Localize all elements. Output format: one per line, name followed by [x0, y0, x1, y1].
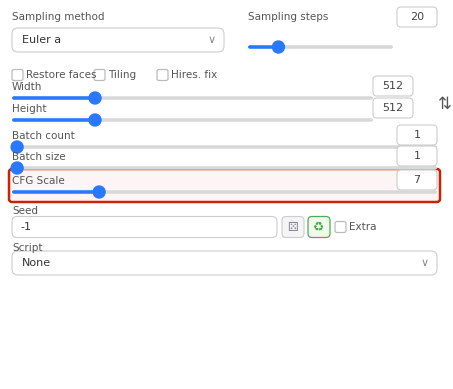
FancyBboxPatch shape	[397, 170, 437, 190]
Text: Batch count: Batch count	[12, 131, 75, 141]
Text: Sampling steps: Sampling steps	[248, 12, 328, 22]
FancyBboxPatch shape	[12, 166, 17, 170]
FancyBboxPatch shape	[12, 190, 99, 194]
FancyBboxPatch shape	[12, 118, 95, 122]
Text: 512: 512	[382, 103, 404, 113]
FancyBboxPatch shape	[12, 118, 373, 122]
FancyBboxPatch shape	[94, 70, 105, 81]
Text: -1: -1	[20, 222, 31, 232]
FancyBboxPatch shape	[157, 70, 168, 81]
FancyBboxPatch shape	[397, 125, 437, 145]
FancyBboxPatch shape	[12, 70, 23, 81]
FancyBboxPatch shape	[282, 217, 304, 238]
FancyBboxPatch shape	[308, 217, 330, 238]
FancyBboxPatch shape	[12, 28, 224, 52]
Circle shape	[272, 41, 284, 53]
Text: Hires. fix: Hires. fix	[171, 70, 217, 80]
Text: Batch size: Batch size	[12, 152, 66, 162]
Text: Height: Height	[12, 104, 47, 114]
FancyBboxPatch shape	[12, 217, 277, 238]
Circle shape	[93, 186, 105, 198]
Text: ⇅: ⇅	[438, 95, 452, 112]
Text: ∨: ∨	[208, 35, 216, 45]
FancyBboxPatch shape	[9, 169, 440, 202]
Circle shape	[11, 162, 23, 174]
FancyBboxPatch shape	[373, 98, 413, 118]
Text: Extra: Extra	[349, 222, 376, 232]
FancyBboxPatch shape	[12, 145, 17, 149]
FancyBboxPatch shape	[12, 145, 437, 149]
Text: 20: 20	[410, 12, 424, 22]
FancyBboxPatch shape	[12, 251, 437, 275]
Circle shape	[89, 114, 101, 126]
FancyBboxPatch shape	[12, 96, 95, 100]
Circle shape	[89, 92, 101, 104]
Text: 1: 1	[414, 130, 420, 140]
FancyBboxPatch shape	[373, 76, 413, 96]
Text: 7: 7	[414, 175, 420, 185]
Text: Restore faces: Restore faces	[26, 70, 96, 80]
Text: CFG Scale: CFG Scale	[12, 176, 65, 186]
Circle shape	[11, 141, 23, 153]
FancyBboxPatch shape	[12, 166, 437, 170]
FancyBboxPatch shape	[248, 45, 393, 49]
Text: 512: 512	[382, 81, 404, 91]
Text: Tiling: Tiling	[108, 70, 136, 80]
Text: Seed: Seed	[12, 206, 38, 216]
Text: None: None	[22, 258, 51, 268]
Text: Sampling method: Sampling method	[12, 12, 105, 22]
Text: Width: Width	[12, 82, 43, 92]
FancyBboxPatch shape	[12, 96, 373, 100]
Text: ♻: ♻	[313, 221, 325, 233]
FancyBboxPatch shape	[248, 45, 279, 49]
FancyBboxPatch shape	[397, 7, 437, 27]
Text: ⚄: ⚄	[288, 221, 299, 233]
FancyBboxPatch shape	[397, 146, 437, 166]
Text: ∨: ∨	[421, 258, 429, 268]
Text: 1: 1	[414, 151, 420, 161]
FancyBboxPatch shape	[335, 221, 346, 233]
Text: Euler a: Euler a	[22, 35, 61, 45]
FancyBboxPatch shape	[12, 190, 437, 194]
Text: Script: Script	[12, 243, 43, 253]
